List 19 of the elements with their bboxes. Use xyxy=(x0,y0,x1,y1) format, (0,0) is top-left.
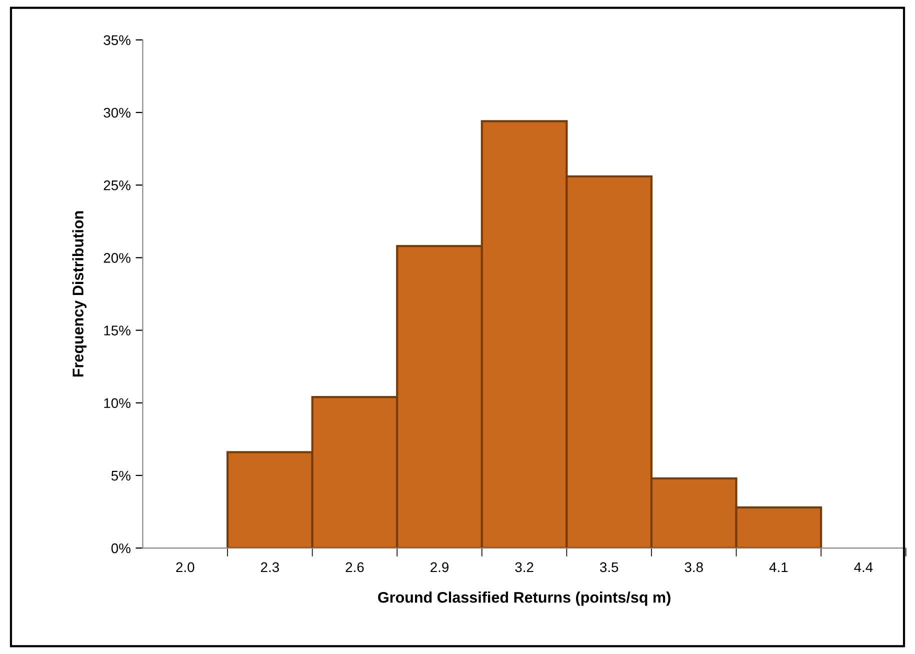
x-tick-label: 3.8 xyxy=(684,562,703,572)
x-tick-label: 2.9 xyxy=(430,562,448,572)
y-tick-label: 25% xyxy=(104,180,130,190)
x-tick-label: 3.5 xyxy=(600,562,618,572)
x-axis-title: Ground Classified Returns (points/sq m) xyxy=(378,592,670,606)
y-tick-label: 35% xyxy=(104,35,130,46)
x-tick-label: 2.0 xyxy=(176,562,194,572)
y-tick-label: 10% xyxy=(104,398,130,408)
y-tick-label: 15% xyxy=(104,326,130,336)
y-tick-label: 5% xyxy=(111,470,130,481)
y-tick-label: 0% xyxy=(111,543,130,554)
y-tick-label: 20% xyxy=(104,253,130,263)
y-axis-title: Frequency Distribution xyxy=(72,211,86,377)
x-tick-label: 4.1 xyxy=(769,562,788,572)
x-tick-label: 2.6 xyxy=(346,562,364,572)
x-tick-label: 2.3 xyxy=(260,562,279,572)
x-tick-label: 3.2 xyxy=(515,562,534,572)
y-tick-label: 30% xyxy=(104,108,130,118)
x-tick-label: 4.4 xyxy=(854,562,873,572)
